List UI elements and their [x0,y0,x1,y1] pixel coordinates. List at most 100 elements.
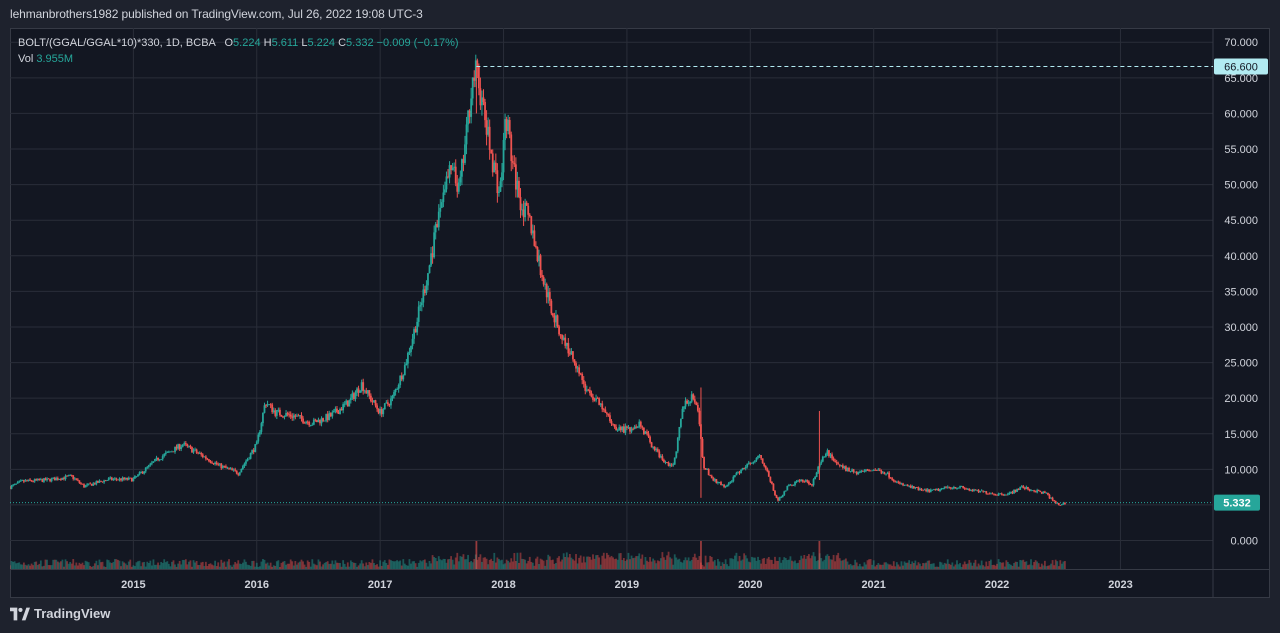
volume-bar [959,563,961,569]
candle-body [977,489,980,493]
candle-body [92,483,95,486]
candle-body [16,482,19,484]
volume-bar [797,562,800,569]
volume-bar [841,560,844,569]
candle-body [886,472,889,474]
candle-body [1048,494,1051,499]
volume-bar [646,560,648,569]
candle-body [56,478,59,480]
volume-bar [763,557,766,569]
volume-bar [1000,562,1003,569]
volume-bar [980,560,983,569]
candle-body [942,488,944,489]
candle-body [706,469,709,470]
volume-bar [332,564,335,569]
candle-body [550,300,553,314]
candle-body [126,477,129,480]
candle-body [852,469,855,473]
volume-bar [110,563,113,569]
candle-body [990,493,992,495]
candle-body [684,400,687,407]
candle-body [518,180,520,198]
candle-body [693,399,696,403]
candle-body [934,489,937,491]
volume-bar [143,561,146,569]
volume-bar [868,559,870,569]
volume-bar [490,558,493,569]
volume-bar [366,565,369,569]
tradingview-logo[interactable]: TradingView [10,606,110,621]
volume-bar [317,559,320,569]
volume-bar [886,563,889,569]
volume-bar [30,563,33,569]
volume-bar [593,558,596,569]
candle-body [22,480,25,482]
volume-bar [703,566,705,569]
volume-bar [821,561,824,569]
volume-bar [581,562,584,569]
volume-bar [854,559,857,569]
volume-bar [504,563,506,569]
volume-bar [212,565,215,569]
candle-body [838,464,841,466]
volume-bar [454,557,457,569]
volume-bar [285,564,287,569]
volume-bar [130,566,133,569]
candle-body [860,470,863,473]
volume-bar [1036,561,1039,569]
volume-bar [491,561,494,569]
candle-body [87,483,90,485]
candle-body [969,490,972,491]
volume-bar [931,563,934,569]
volume-bar [240,564,243,569]
candle-body [906,484,909,487]
volume-bar [925,562,928,569]
candle-body [240,468,243,473]
candle-body [841,465,844,468]
volume-bar [690,559,693,569]
candle-body [568,353,571,355]
candle-body [277,409,280,411]
volume-bar [730,558,733,569]
candle-body [570,351,573,355]
volume-bar [777,561,779,569]
candle-body [911,486,914,488]
volume-bar [946,559,949,569]
volume-bar [744,555,747,569]
candle-body [519,197,522,211]
candle-body [903,484,906,486]
candle-body [863,470,866,472]
volume-bar [63,566,65,569]
candle-body [1053,500,1056,502]
candle-body [456,183,459,192]
candle-body [103,480,105,483]
volume-bar [906,562,909,569]
volume-bar [195,560,198,569]
volume-bar [1053,565,1056,569]
candle-body [871,470,874,472]
volume-bar [521,558,523,569]
volume-bar [548,556,551,569]
volume-bar [814,556,816,569]
volume-bar [241,562,244,569]
volume-bar [885,562,887,569]
volume-bar [1064,561,1066,569]
candle-body [363,390,366,392]
volume-bar [619,553,622,569]
candle-body [260,423,263,432]
volume-bar [701,564,704,569]
volume-bar [467,554,469,569]
candle-body [536,247,539,262]
volume-bar [414,563,417,569]
candle-body [516,180,519,190]
price-chart[interactable]: 70.000 65.000 60.000 55.000 50.000 45.000 40.0… [10,28,1270,598]
candle-body [10,487,11,489]
candle-body [636,427,639,428]
candle-body [33,479,36,482]
volume-bar [791,560,793,569]
candle-body [491,153,494,173]
candle-body [329,413,332,417]
candle-body [610,421,613,424]
candle-body [386,402,389,404]
volume-bar [353,562,355,569]
